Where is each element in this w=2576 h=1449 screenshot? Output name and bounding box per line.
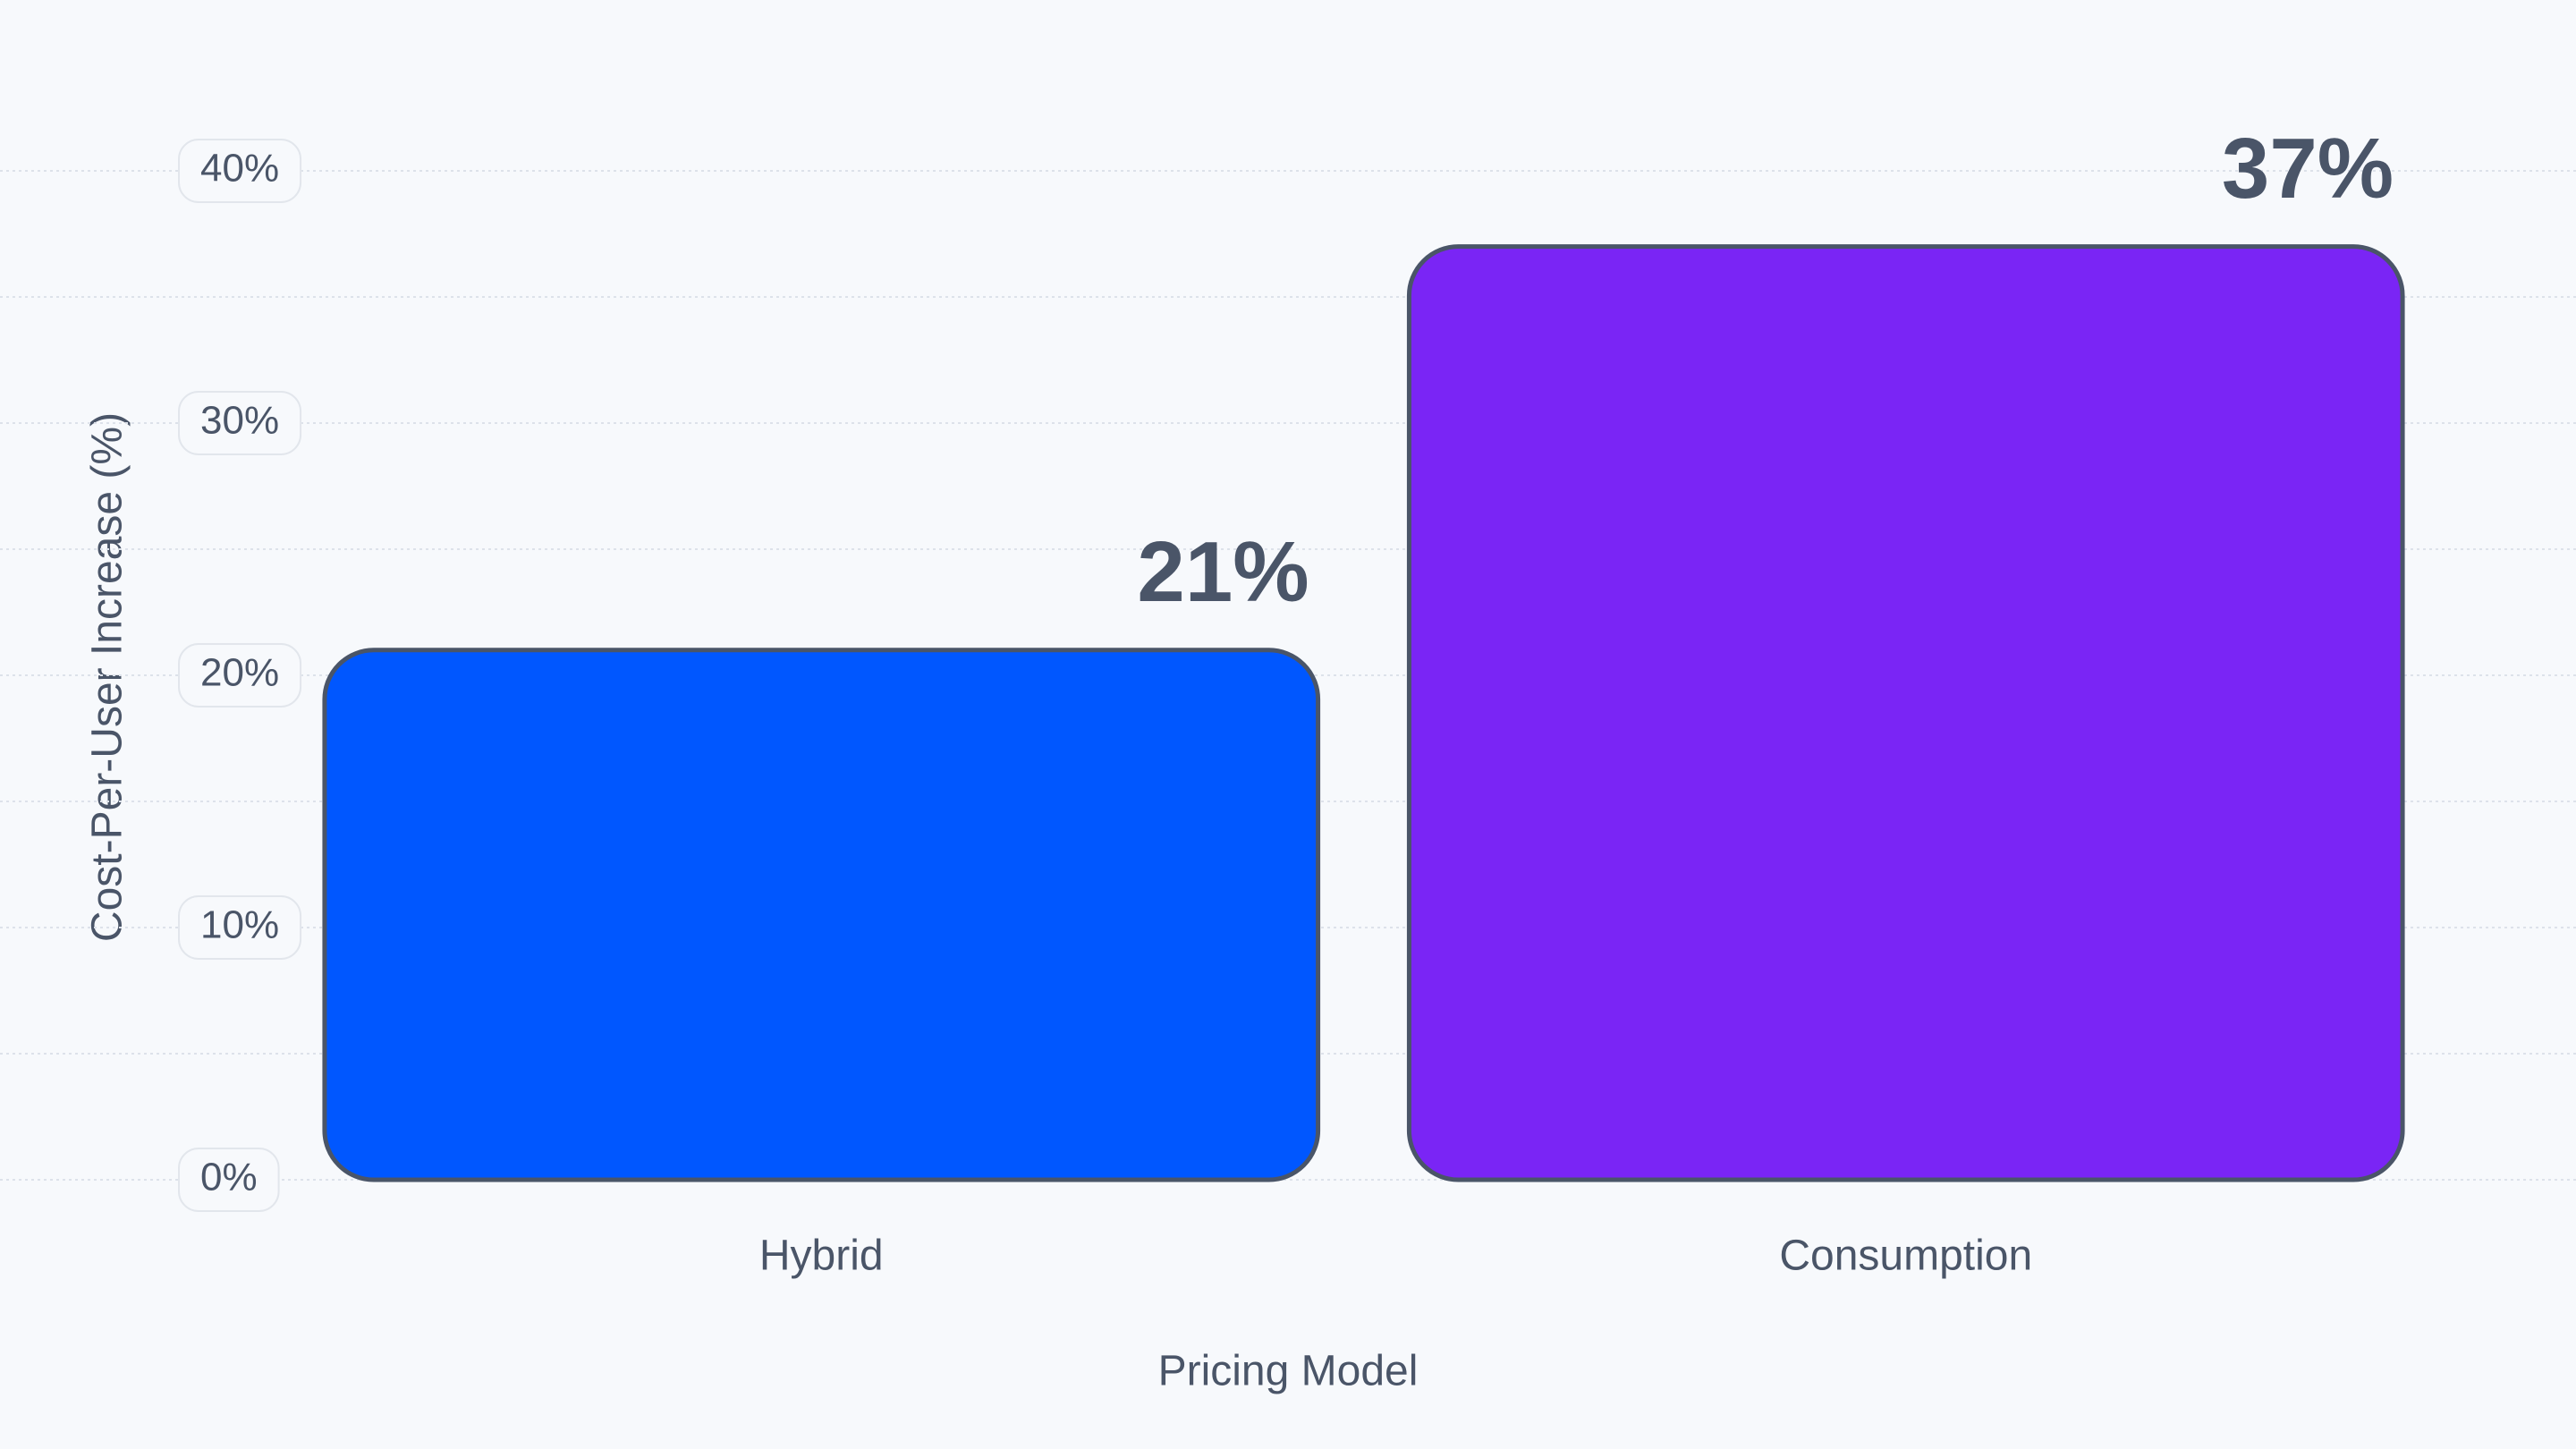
- bar: [322, 648, 1321, 1182]
- x-axis-title: Pricing Model: [1158, 1348, 1419, 1395]
- y-tick-pill: [178, 643, 302, 708]
- y-tick-label: 30%: [200, 399, 279, 443]
- y-tick-pill: [178, 895, 302, 960]
- x-tick-label: Hybrid: [759, 1233, 884, 1280]
- y-tick-pill: [178, 391, 302, 455]
- bar: [1406, 244, 2405, 1182]
- y-tick-pill: [178, 1148, 280, 1212]
- y-tick-pill: [178, 139, 302, 203]
- y-axis-title: Cost-Per-User Increase (%): [84, 412, 131, 942]
- value-label: 37%: [2222, 121, 2394, 216]
- y-tick-label: 20%: [200, 651, 279, 695]
- x-tick-label: Consumption: [1779, 1233, 2032, 1280]
- y-tick-label: 10%: [200, 903, 279, 947]
- value-label: 21%: [1137, 524, 1309, 620]
- y-tick-label: 40%: [200, 147, 279, 191]
- y-tick-label: 0%: [200, 1156, 258, 1199]
